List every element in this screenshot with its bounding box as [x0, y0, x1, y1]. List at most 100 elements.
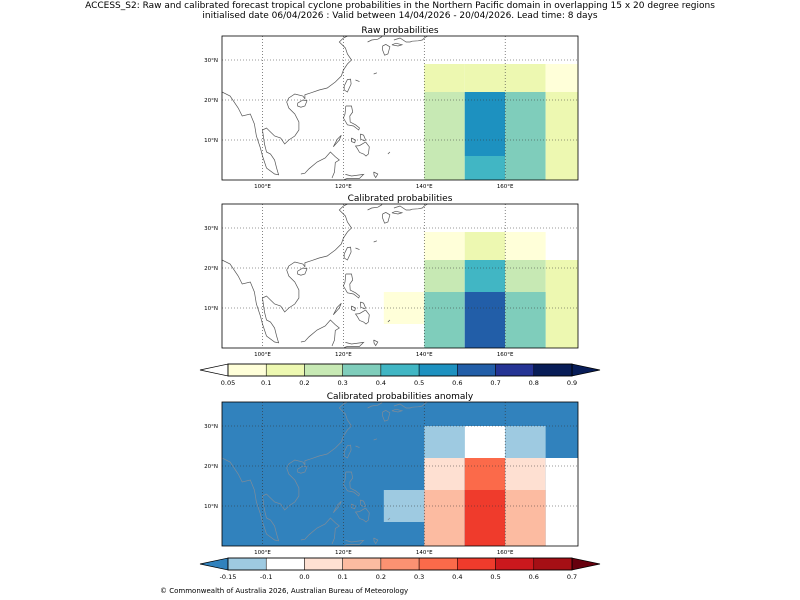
probability-cell	[464, 292, 506, 348]
probability-cell	[505, 490, 546, 546]
colorbar-label: -0.1	[260, 573, 273, 581]
colorbar-extend-low	[199, 557, 229, 571]
coastline	[332, 302, 342, 316]
colorbar-bin	[380, 557, 420, 571]
coastline	[297, 465, 308, 474]
colorbar-bin	[418, 557, 458, 571]
map-frame	[221, 203, 579, 349]
probability-cell	[464, 156, 506, 180]
lon-tick-label: 100°E	[254, 352, 271, 358]
colorbar-bin	[457, 363, 496, 377]
coastline	[351, 503, 356, 510]
lon-tick-label: 160°E	[497, 184, 514, 190]
coastline	[382, 410, 391, 422]
colorbar-label: 0.5	[490, 573, 500, 581]
lon-tick-label: 120°E	[335, 184, 352, 190]
coastline	[297, 267, 308, 276]
colorbar-bin	[457, 557, 496, 571]
colorbar-label: 0.9	[567, 379, 577, 387]
coastline	[344, 539, 365, 546]
map-panel-3: Calibrated probabilities anomaly 100°E 120…	[204, 392, 579, 556]
colorbar-frame	[227, 363, 573, 377]
lat-tick-label: 30°N	[204, 226, 218, 232]
coastline	[344, 341, 365, 348]
coastline	[393, 36, 428, 43]
colorbar-label: 0.5	[414, 379, 424, 387]
map-frame	[221, 35, 579, 181]
probability-cell	[464, 260, 506, 292]
colorbar-bin	[304, 363, 343, 377]
coastline	[332, 134, 342, 148]
colorbar-bin	[533, 557, 573, 571]
probability-cell	[424, 490, 465, 546]
coastline	[343, 444, 352, 459]
coastline	[387, 319, 391, 323]
colorbar-bin	[227, 363, 267, 377]
probability-cell	[424, 426, 465, 458]
colorbar-label: -0.15	[220, 573, 237, 581]
coastline	[373, 72, 378, 75]
colorbar-extend-high	[571, 557, 601, 571]
coastline	[351, 137, 356, 144]
colorbar-extend-high	[571, 363, 601, 377]
coastline	[355, 79, 360, 82]
probability-cell	[545, 64, 578, 92]
probability-cell	[464, 92, 506, 156]
colorbar-label: 0.3	[337, 379, 347, 387]
colorbar-label: 0.6	[452, 379, 462, 387]
colorbar-bin	[304, 557, 343, 571]
coastline	[222, 402, 352, 542]
lon-tick-label: 100°E	[254, 184, 271, 190]
lat-tick-label: 10°N	[204, 138, 218, 144]
colorbar-bin	[265, 363, 305, 377]
colorbar-label: 0.6	[529, 573, 539, 581]
lat-tick-label: 30°N	[204, 424, 218, 430]
coastline	[332, 500, 342, 514]
colorbar-anomaly: -0.15 -0.1 0.0 0.1 0.2 0.3 0.4 0.5 0.6 0.7	[199, 557, 601, 581]
lat-tick-label: 10°N	[204, 306, 218, 312]
colorbar-label: 0.4	[376, 379, 386, 387]
figure-title-line2: initialised date 06/04/2026 : Valid betw…	[202, 11, 598, 21]
probability-cell	[383, 292, 425, 324]
probability-cell	[505, 232, 546, 260]
coastline	[354, 309, 370, 325]
coastline	[367, 204, 383, 211]
coastline	[387, 151, 391, 155]
coastline	[393, 402, 428, 409]
lon-tick-label: 100°E	[254, 550, 271, 556]
copyright-footer: © Commonwealth of Australia 2026, Austra…	[160, 587, 409, 595]
coastline	[360, 133, 367, 142]
colorbar-bin	[533, 363, 573, 377]
coastline	[360, 301, 367, 310]
lon-tick-label: 120°E	[335, 352, 352, 358]
coastline	[373, 240, 378, 243]
probability-cell	[464, 458, 506, 490]
colorbar-label: 0.7	[490, 379, 500, 387]
probability-cell	[424, 92, 465, 180]
probability-cell	[545, 260, 578, 348]
colorbar-label: 0.0	[299, 573, 309, 581]
coastline	[373, 339, 379, 347]
colorbar-label: 0.7	[567, 573, 577, 581]
probability-cell	[424, 232, 465, 260]
coastline	[222, 204, 352, 344]
colorbar-frame	[227, 557, 573, 571]
panel-title: Calibrated probabilities anomaly	[327, 392, 474, 402]
coastline	[343, 246, 352, 261]
coastline	[343, 78, 352, 93]
lat-tick-label: 20°N	[204, 464, 218, 470]
lat-tick-label: 10°N	[204, 504, 218, 510]
panel-map-area	[222, 204, 578, 348]
lon-tick-label: 120°E	[335, 550, 352, 556]
probability-cell	[424, 292, 465, 348]
probability-cell	[545, 458, 578, 546]
coastline	[354, 507, 370, 523]
coastline	[391, 210, 404, 215]
coastline	[360, 499, 367, 508]
coastline	[300, 517, 340, 545]
coastline	[343, 105, 360, 131]
panel-title: Raw probabilities	[361, 26, 439, 36]
colorbar-label: 0.05	[221, 379, 235, 387]
coastline	[391, 408, 404, 413]
